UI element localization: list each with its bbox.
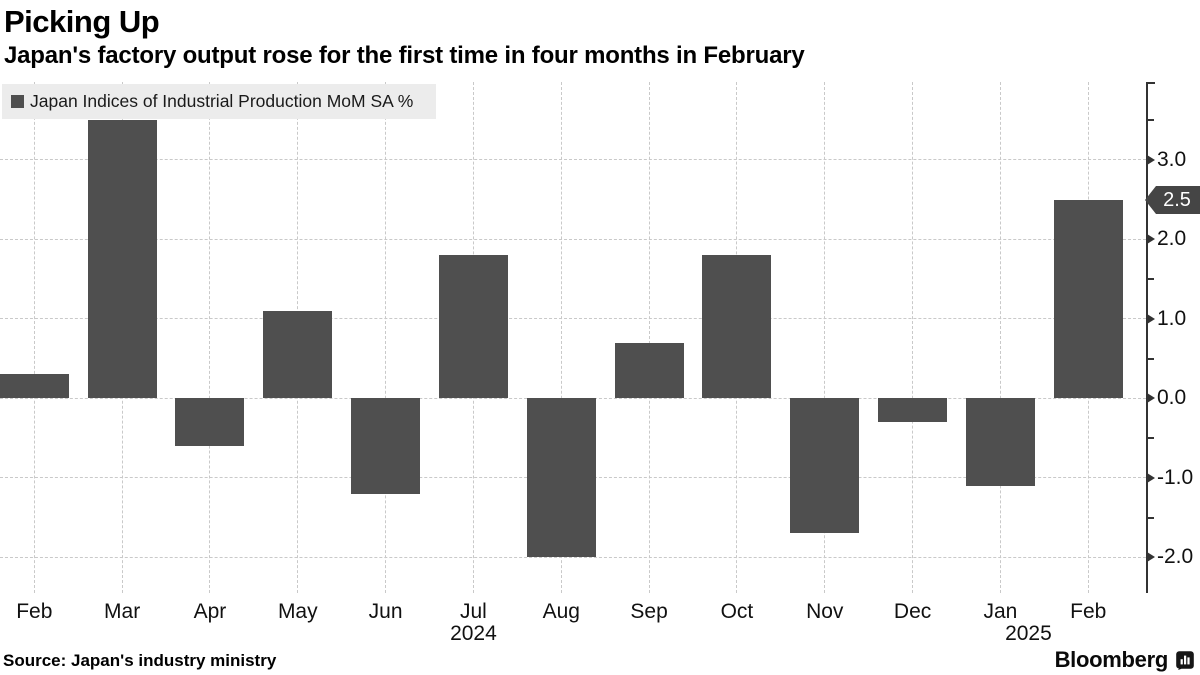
gridline-vertical [385, 82, 387, 593]
y-axis-tick-label: -2.0 [1157, 545, 1194, 569]
gridline-horizontal [0, 238, 1146, 240]
gridline-horizontal [0, 159, 1146, 161]
legend-series-swatch-icon [11, 95, 24, 108]
page-title: Picking Up [4, 4, 160, 39]
x-axis-year-label: 2025 [1005, 622, 1052, 645]
bar-oct-8 [702, 255, 772, 399]
gridline-vertical [33, 82, 35, 593]
y-axis-major-tick [1147, 552, 1155, 563]
bloomberg-terminal-icon [1176, 651, 1194, 670]
y-axis-major-tick [1147, 154, 1155, 165]
bar-jun-4 [351, 398, 421, 494]
y-axis-major-tick [1147, 234, 1155, 245]
gridline-horizontal [0, 556, 1146, 558]
x-axis-month-label: Feb [16, 600, 53, 623]
bar-apr-2 [175, 398, 245, 446]
bar-aug-6 [526, 398, 596, 558]
brand-footer: Bloomberg [1055, 647, 1195, 673]
y-axis-minor-tick [1147, 357, 1154, 360]
x-axis-month-label: Apr [193, 600, 227, 623]
gridline-vertical [648, 82, 650, 593]
x-axis-month-label: Feb [1070, 600, 1107, 623]
y-axis-top-cap [1146, 82, 1155, 84]
y-axis-major-tick [1147, 313, 1155, 324]
chart-subtitle: Japan's factory output rose for the firs… [4, 42, 805, 69]
gridline-vertical [912, 82, 914, 593]
y-axis-line [1146, 82, 1148, 593]
last-value-badge-text: 2.5 [1163, 188, 1191, 211]
bar-mar-1 [87, 120, 157, 399]
y-axis-tick-label: -1.0 [1157, 465, 1194, 489]
y-axis-tick-label: 1.0 [1157, 306, 1187, 330]
x-axis-month-label: Nov [806, 600, 844, 623]
y-axis-major-tick [1147, 393, 1155, 404]
y-axis-minor-tick [1147, 119, 1154, 122]
y-axis-tick-label: 0.0 [1157, 386, 1187, 410]
last-value-badge: 2.5 [1145, 186, 1200, 214]
bar-feb-0 [0, 374, 69, 399]
bar-sep-7 [614, 342, 684, 399]
gridline-horizontal [0, 318, 1146, 320]
gridline-vertical [560, 82, 562, 593]
x-axis-month-label: Aug [542, 600, 580, 623]
x-axis-month-label: Dec [893, 600, 932, 623]
brand-wordmark: Bloomberg [1054, 647, 1169, 672]
y-axis-tick-label: 3.0 [1157, 147, 1187, 171]
bar-jan-11 [965, 398, 1035, 486]
source-note: Source: Japan's industry ministry [3, 651, 277, 670]
gridline-vertical [209, 82, 211, 593]
x-axis-month-label: Jul [460, 600, 487, 623]
x-axis-month-label: Jun [368, 600, 403, 623]
gridline-vertical [999, 82, 1001, 593]
y-axis-minor-tick [1147, 278, 1154, 281]
x-axis-month-label: Sep [630, 600, 668, 623]
x-axis-month-label: Mar [104, 600, 141, 623]
y-axis-tick-label: 2.0 [1157, 227, 1187, 251]
x-axis-month-label: Oct [720, 600, 754, 623]
y-axis-minor-tick [1147, 516, 1154, 519]
gridline-vertical [824, 82, 826, 593]
x-axis-year-label: 2024 [450, 622, 497, 645]
bar-jul-5 [438, 255, 508, 399]
x-axis-month-label: Jan [983, 600, 1018, 623]
bar-nov-9 [790, 398, 860, 534]
bar-dec-10 [878, 398, 948, 423]
y-axis-major-tick [1147, 472, 1155, 483]
x-axis-month-label: May [277, 600, 318, 623]
bar-may-3 [263, 310, 333, 399]
bar-feb-12 [1053, 199, 1123, 399]
chart-legend: Japan Indices of Industrial Production M… [2, 84, 436, 119]
legend-series-label: Japan Indices of Industrial Production M… [30, 91, 414, 111]
y-axis-minor-tick [1147, 437, 1154, 440]
